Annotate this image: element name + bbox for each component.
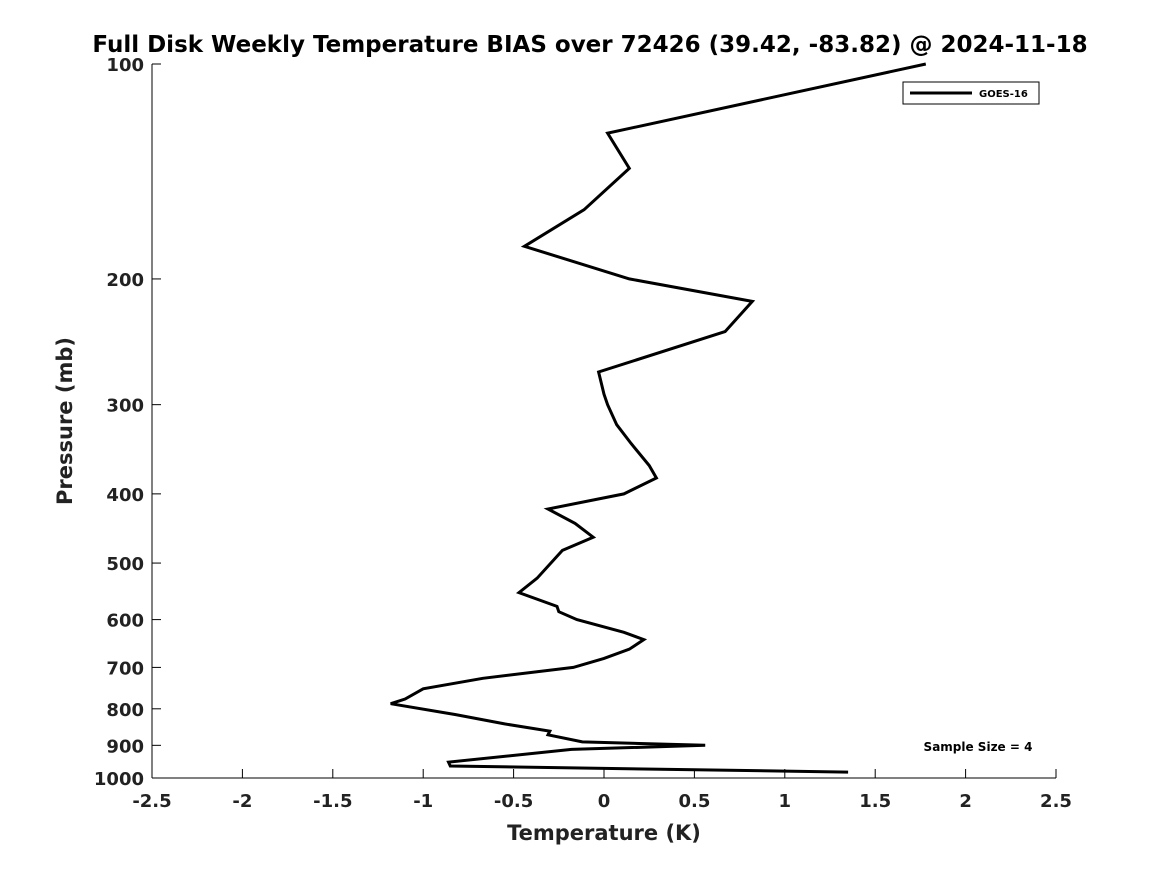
x-tick-label: -1.5 xyxy=(313,791,352,812)
y-tick-label: 900 xyxy=(106,736,144,757)
y-tick-label: 700 xyxy=(106,658,144,679)
legend: GOES-16 xyxy=(902,81,1040,105)
y-tick-label: 600 xyxy=(106,611,144,632)
y-tick-label: 300 xyxy=(106,396,144,417)
x-tick-label: 2.5 xyxy=(1040,791,1072,812)
x-axis-label: Temperature (K) xyxy=(507,821,701,845)
y-tick-label: 100 xyxy=(106,55,144,76)
x-axis-ticks: -2.5 -2 -1.5 -1 -0.5 0 0.5 1 1.5 2 2.5 xyxy=(132,769,1072,812)
y-axis-label: Pressure (mb) xyxy=(53,337,77,505)
chart-title: Full Disk Weekly Temperature BIAS over 7… xyxy=(92,32,1087,58)
x-tick-label: 2 xyxy=(959,791,972,812)
sample-size-note: Sample Size = 4 xyxy=(924,740,1033,754)
x-tick-label: 1 xyxy=(779,791,792,812)
y-axis-ticks: 100 200 300 400 500 600 700 800 900 1000 xyxy=(94,55,161,790)
y-tick-label: 500 xyxy=(106,554,144,575)
y-tick-label: 1000 xyxy=(94,769,144,790)
x-tick-label: -2 xyxy=(232,791,252,812)
x-tick-label: 0.5 xyxy=(678,791,710,812)
x-tick-label: 1.5 xyxy=(859,791,891,812)
x-tick-label: 0 xyxy=(598,791,611,812)
x-tick-label: -2.5 xyxy=(132,791,171,812)
y-tick-label: 200 xyxy=(106,270,144,291)
series-line-goes-16 xyxy=(390,62,927,774)
y-tick-label: 400 xyxy=(106,485,144,506)
plot-area: -2.5 -2 -1.5 -1 -0.5 0 0.5 1 1.5 2 2.5 100 200 300 40… xyxy=(94,55,1072,812)
x-tick-label: -0.5 xyxy=(494,791,533,812)
legend-entry-goes-16: GOES-16 xyxy=(979,89,1028,100)
y-tick-label: 800 xyxy=(106,700,144,721)
x-tick-label: -1 xyxy=(413,791,433,812)
